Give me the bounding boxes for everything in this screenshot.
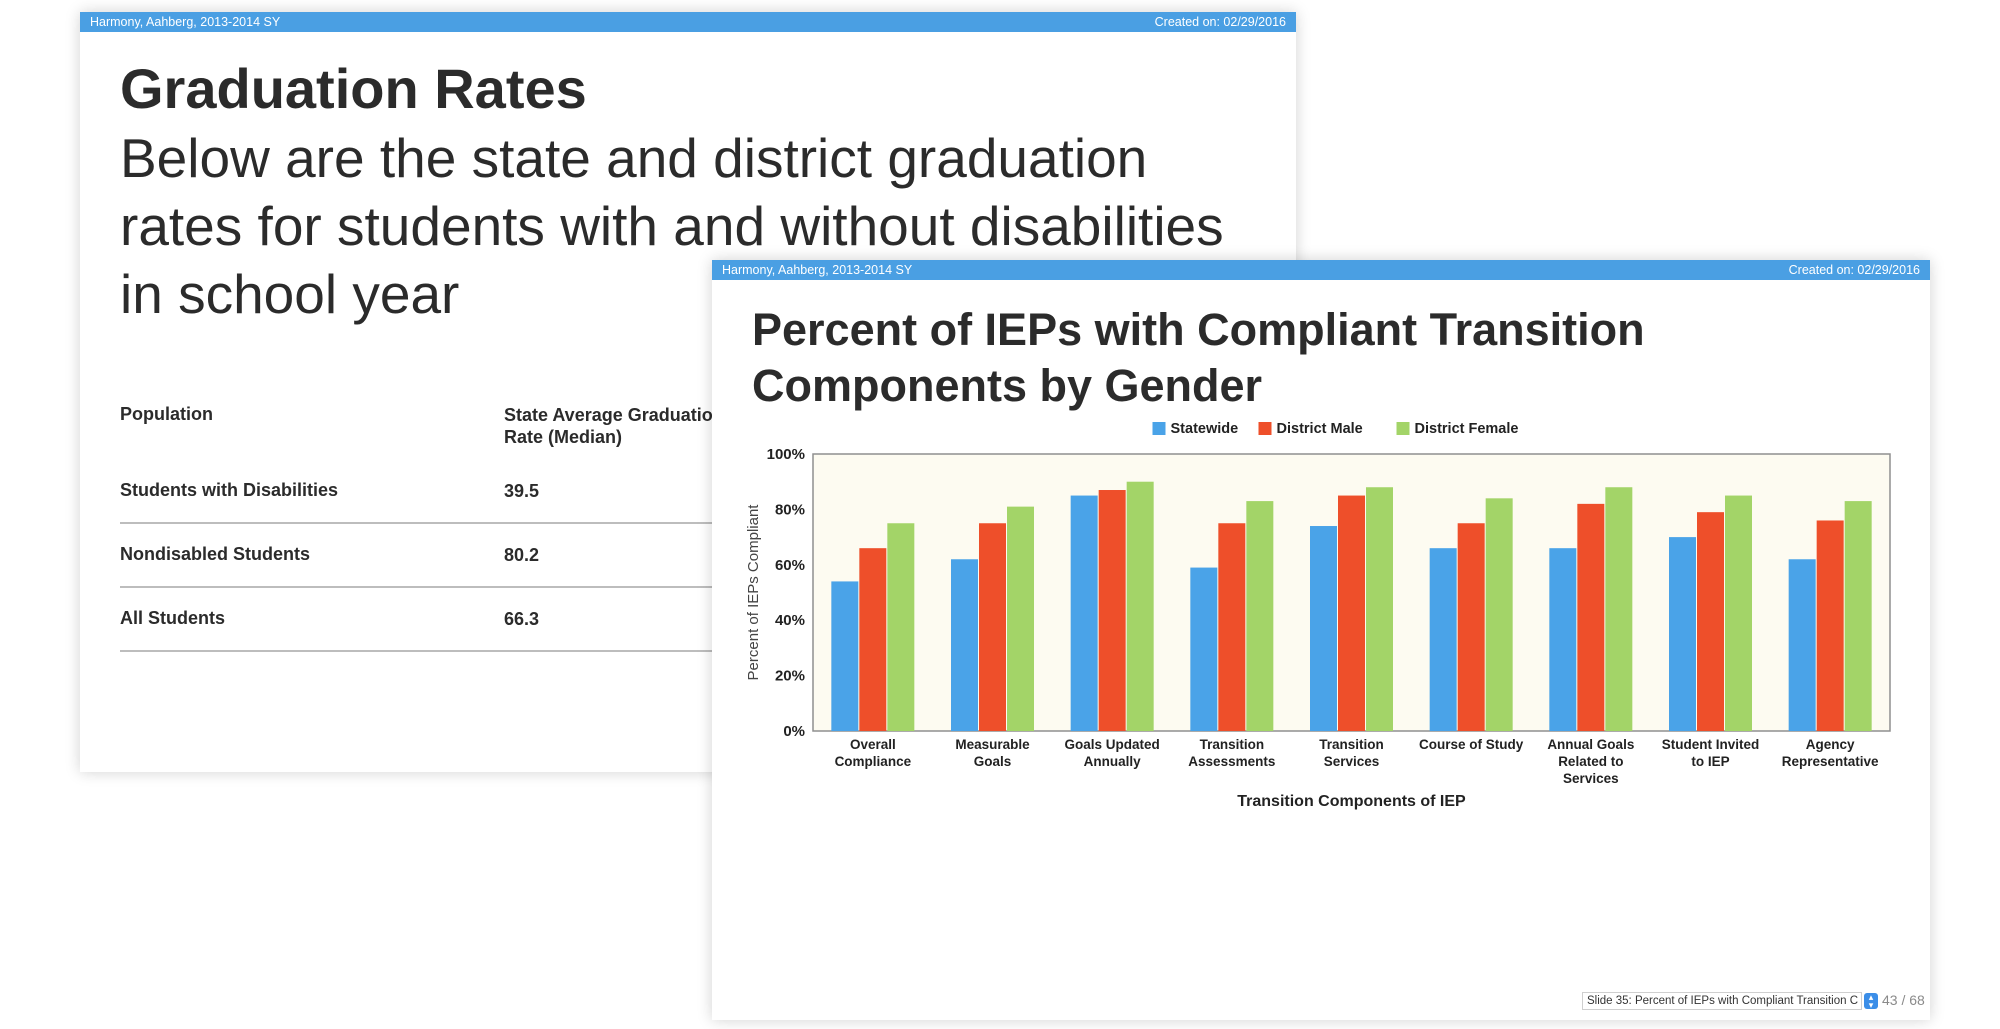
header-created-date: Created on: 02/29/2016 [1154, 15, 1286, 29]
table-row: All Students 66.3 [120, 588, 1280, 652]
bar-district-male [1098, 490, 1126, 731]
x-tick-label: Compliance [835, 754, 912, 769]
table-row: Students with Disabilities 39.5 [120, 460, 1280, 524]
legend-swatch [1152, 422, 1166, 435]
state-average-cell: 66.3 [504, 609, 540, 629]
slide-iep-compliance: Harmony, Aahberg, 2013-2014 SY Created o… [712, 260, 1930, 1020]
bar-district-female [1844, 501, 1872, 731]
state-average-cell: 80.2 [504, 545, 540, 565]
x-tick-label: Student Invited [1662, 737, 1760, 752]
column-header-population: Population [120, 404, 213, 424]
x-tick-label: Measurable [955, 737, 1030, 752]
slide-header: Harmony, Aahberg, 2013-2014 SY Created o… [712, 260, 1930, 280]
graduation-table: Population State Average Graduation Rate… [120, 392, 1280, 652]
bar-statewide [1070, 495, 1098, 731]
y-tick-label: 100% [767, 446, 805, 463]
x-tick-label: Services [1563, 771, 1619, 786]
header-context: Harmony, Aahberg, 2013-2014 SY [722, 263, 913, 277]
bar-district-male [1577, 503, 1605, 731]
x-tick-label: Goals [974, 754, 1012, 769]
bar-district-male [979, 523, 1006, 731]
x-tick-label: Related to [1558, 754, 1623, 769]
table-row: Nondisabled Students 80.2 [120, 524, 1280, 588]
legend-swatch [1258, 422, 1272, 435]
y-tick-label: 60% [775, 557, 805, 574]
bar-district-female [887, 523, 915, 731]
slide-title: Percent of IEPs with Compliant Transitio… [752, 304, 1645, 411]
x-axis-label: Transition Components of IEP [1237, 793, 1466, 810]
bar-district-female [1605, 487, 1633, 731]
x-tick-label: Transition [1200, 737, 1265, 752]
population-cell: Nondisabled Students [120, 544, 311, 564]
population-cell: All Students [120, 608, 226, 628]
legend-swatch [1396, 422, 1410, 435]
bar-statewide [1429, 548, 1457, 731]
bar-district-female [1366, 487, 1393, 731]
slide-header: Harmony, Aahberg, 2013-2014 SY Created o… [80, 12, 1296, 32]
bar-statewide [1310, 526, 1337, 731]
bar-district-male [859, 548, 887, 731]
bar-district-female [1126, 481, 1154, 731]
x-tick-label: to IEP [1691, 754, 1729, 769]
slide-title: Graduation Rates [120, 57, 587, 120]
table-header-row: Population State Average Graduation Rate… [120, 392, 1280, 460]
chevron-updown-icon[interactable]: ▴ ▾ [1864, 993, 1878, 1010]
bar-district-male [1816, 520, 1844, 731]
x-tick-label: Overall [850, 737, 896, 752]
bar-statewide [1788, 559, 1816, 731]
bar-statewide [1669, 537, 1696, 731]
x-tick-label: Transition [1319, 737, 1384, 752]
y-tick-label: 20% [775, 668, 805, 685]
x-tick-label: Goals Updated [1065, 737, 1160, 752]
slide-subtitle: Below are the state and district graduat… [120, 127, 1224, 325]
bar-statewide [1549, 548, 1577, 731]
x-tick-label: Services [1324, 754, 1380, 769]
page-indicator: 43 / 68 [1882, 992, 1925, 1008]
bar-district-female [1725, 495, 1752, 731]
slide-select[interactable]: Slide 35: Percent of IEPs with Compliant… [1582, 992, 1862, 1010]
y-tick-label: 80% [775, 501, 805, 518]
header-created-date: Created on: 02/29/2016 [1788, 263, 1920, 277]
state-average-cell: 39.5 [504, 481, 540, 501]
x-tick-label: Assessments [1188, 754, 1275, 769]
population-cell: Students with Disabilities [120, 480, 339, 500]
y-tick-label: 0% [783, 723, 805, 740]
y-axis-label: Percent of IEPs Compliant [745, 504, 762, 681]
bar-statewide [1190, 567, 1218, 731]
bar-district-female [1007, 506, 1034, 731]
x-tick-label: Course of Study [1419, 737, 1524, 752]
column-header-state-average: State Average Graduation Rate (Median) [504, 405, 724, 447]
iep-compliance-bar-chart: 0% 20% 40% 60% 80% 100% Percent of IEPs Compli… [745, 421, 1891, 810]
bar-district-female [1246, 501, 1274, 731]
x-tick-label: Annually [1084, 754, 1141, 769]
bar-district-male [1697, 512, 1724, 731]
legend-label: District Female [1415, 421, 1519, 437]
x-tick-label: Annual Goals [1547, 737, 1634, 752]
bar-statewide [831, 581, 859, 731]
bar-district-female [1485, 498, 1513, 731]
bar-district-male [1218, 523, 1246, 731]
y-tick-label: 40% [775, 612, 805, 629]
bar-statewide [951, 559, 978, 731]
header-context: Harmony, Aahberg, 2013-2014 SY [90, 15, 281, 29]
bar-district-male [1338, 495, 1365, 731]
x-tick-label: Representative [1782, 754, 1879, 769]
bar-district-male [1457, 523, 1485, 731]
legend-label: District Male [1277, 421, 1363, 437]
legend-label: Statewide [1171, 421, 1239, 437]
x-tick-label: Agency [1806, 737, 1855, 752]
